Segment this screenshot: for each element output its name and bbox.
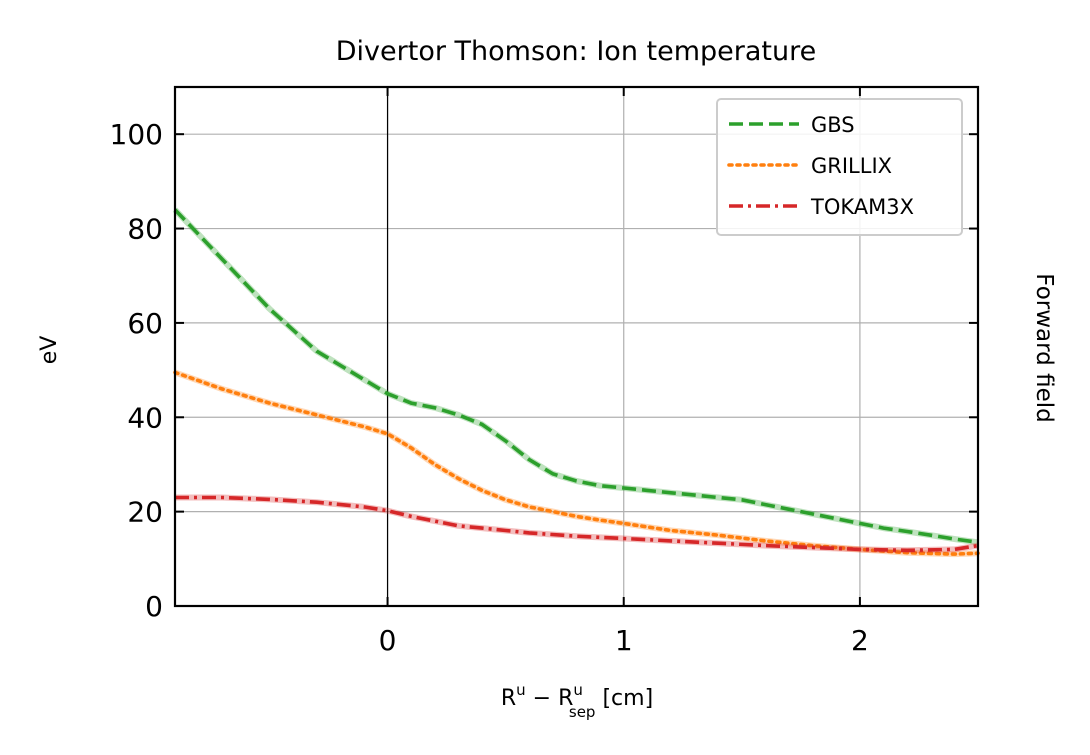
y-tick-label: 40 [127, 401, 163, 434]
y-tick-label: 20 [127, 496, 163, 529]
legend[interactable]: GBS GRILLIX TOKAM3X [716, 98, 963, 236]
ticks: 0 20 40 60 80 100 0 1 2 [110, 87, 978, 657]
y-tick-label: 60 [127, 307, 163, 340]
series-line-gbs [173, 208, 979, 545]
y-axis-label: eV [37, 336, 62, 365]
x-axis-label: Ru − Ru sep [cm] [501, 681, 653, 721]
series-layer [172, 207, 980, 558]
legend-label-grillix: GRILLIX [811, 154, 892, 178]
axes-frame [173, 85, 980, 608]
series-band-grillix [174, 369, 979, 558]
legend-box [716, 98, 963, 236]
side-label: Forward field [1031, 273, 1057, 422]
legend-label-gbs: GBS [811, 113, 855, 137]
series-line-tokam3x [175, 495, 979, 553]
y-tick-label: 0 [145, 590, 163, 623]
series-line-grillix [173, 370, 980, 556]
x-tick-label: 1 [615, 624, 633, 657]
x-tick-label: 0 [379, 624, 397, 657]
legend-label-tokam3x: TOKAM3X [810, 195, 914, 219]
series-band-gbs [172, 207, 979, 546]
y-tick-label: 80 [127, 213, 163, 246]
chart-title: Divertor Thomson: Ion temperature [336, 36, 816, 67]
x-tick-label: 2 [851, 624, 869, 657]
y-tick-label: 100 [110, 118, 163, 151]
